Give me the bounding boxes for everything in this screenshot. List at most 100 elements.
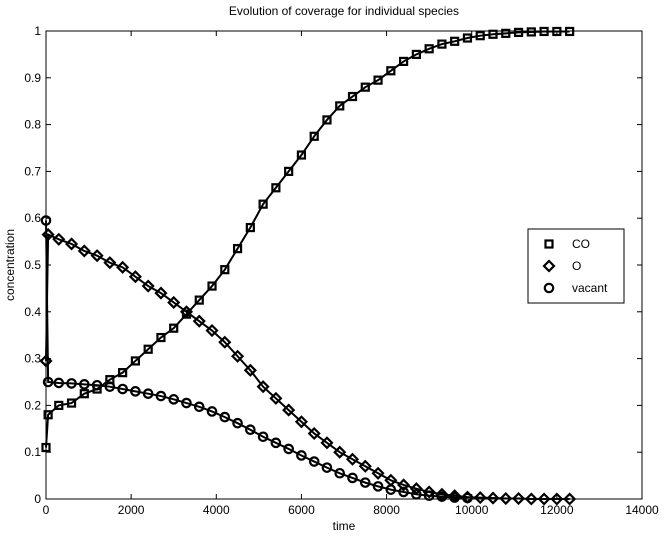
data-point bbox=[220, 265, 230, 275]
x-tick-label: 4000 bbox=[203, 503, 230, 517]
data-point bbox=[168, 394, 180, 405]
data-point bbox=[347, 91, 358, 102]
data-point bbox=[156, 332, 166, 343]
data-point bbox=[423, 490, 435, 502]
data-point bbox=[41, 442, 51, 453]
x-axis-label: time bbox=[333, 519, 356, 533]
data-point bbox=[501, 28, 511, 38]
legend-label: CO bbox=[572, 237, 590, 251]
data-point bbox=[77, 244, 91, 258]
data-point bbox=[309, 131, 319, 141]
data-point bbox=[462, 492, 473, 504]
data-point bbox=[269, 391, 283, 405]
y-tick-label: 0.4 bbox=[24, 305, 41, 319]
legend-label: vacant bbox=[572, 281, 608, 295]
data-point bbox=[334, 467, 346, 479]
data-point bbox=[358, 459, 372, 473]
data-point bbox=[257, 431, 269, 443]
data-point bbox=[552, 26, 562, 37]
data-point bbox=[333, 445, 347, 459]
data-point bbox=[475, 31, 485, 41]
data-point bbox=[118, 368, 128, 378]
data-point bbox=[539, 26, 549, 37]
data-point bbox=[192, 314, 206, 328]
series-o bbox=[39, 228, 577, 506]
data-point bbox=[411, 49, 421, 60]
data-point bbox=[205, 323, 219, 338]
data-point bbox=[524, 492, 538, 506]
y-tick-label: 1 bbox=[34, 24, 41, 38]
data-point bbox=[117, 383, 128, 395]
data-point bbox=[143, 344, 153, 354]
data-point bbox=[473, 491, 487, 505]
data-point bbox=[526, 27, 536, 37]
data-point bbox=[335, 101, 345, 111]
data-point bbox=[256, 380, 270, 394]
data-point bbox=[436, 491, 448, 502]
data-point bbox=[52, 232, 66, 246]
data-point bbox=[424, 44, 434, 54]
x-tick-label: 12000 bbox=[540, 503, 574, 517]
y-tick-label: 0.3 bbox=[24, 352, 41, 366]
data-point bbox=[488, 29, 498, 39]
data-point bbox=[193, 401, 205, 413]
data-point bbox=[282, 403, 296, 417]
legend-marker-square bbox=[544, 239, 554, 249]
data-point bbox=[307, 426, 321, 441]
x-tick-label: 8000 bbox=[373, 503, 400, 517]
data-point bbox=[271, 183, 281, 193]
data-point bbox=[219, 411, 231, 423]
data-point bbox=[373, 75, 383, 85]
data-point bbox=[154, 286, 168, 300]
data-point bbox=[206, 406, 218, 417]
data-point bbox=[232, 417, 243, 429]
data-point bbox=[437, 39, 447, 49]
data-point bbox=[64, 237, 79, 251]
data-point bbox=[283, 443, 294, 455]
x-tick-label: 10000 bbox=[455, 503, 489, 517]
y-axis-label: concentration bbox=[3, 229, 17, 301]
data-point bbox=[296, 150, 307, 160]
data-point bbox=[486, 491, 500, 505]
data-point bbox=[450, 36, 460, 46]
data-point bbox=[296, 450, 307, 461]
y-tick-label: 0.1 bbox=[24, 445, 41, 459]
data-point bbox=[141, 279, 155, 293]
data-point bbox=[167, 295, 181, 309]
x-tick-label: 2000 bbox=[118, 503, 145, 517]
data-point bbox=[565, 26, 575, 37]
data-point bbox=[66, 378, 77, 389]
data-point bbox=[39, 354, 53, 368]
x-tick-label: 14000 bbox=[625, 503, 659, 517]
data-point bbox=[130, 386, 141, 397]
y-tick-label: 0.9 bbox=[24, 71, 41, 85]
data-point bbox=[66, 398, 77, 408]
legend-label: O bbox=[572, 259, 581, 273]
y-axis: 0 0.1 0.2 0.3 0.4 0.5 0.6 0.7 0.8 0.9 1 bbox=[24, 24, 642, 506]
data-point bbox=[345, 452, 360, 466]
data-point bbox=[294, 415, 308, 429]
data-point bbox=[155, 390, 167, 402]
series-line bbox=[45, 30, 570, 448]
data-point bbox=[103, 256, 117, 270]
series-co bbox=[41, 26, 575, 453]
data-point bbox=[322, 115, 332, 125]
data-point bbox=[537, 492, 551, 506]
y-tick-label: 0.6 bbox=[24, 211, 41, 225]
data-point bbox=[386, 66, 396, 76]
data-point bbox=[320, 436, 334, 450]
data-point bbox=[54, 400, 64, 410]
data-point bbox=[116, 260, 130, 274]
data-point bbox=[308, 456, 320, 467]
data-point bbox=[231, 349, 245, 363]
data-point bbox=[347, 472, 358, 484]
chart-title: Evolution of coverage for individual spe… bbox=[229, 4, 459, 18]
data-point bbox=[550, 492, 564, 506]
data-point bbox=[258, 199, 268, 209]
y-tick-label: 0.2 bbox=[24, 398, 41, 412]
data-point bbox=[513, 27, 524, 38]
data-point bbox=[53, 377, 65, 389]
data-point bbox=[91, 379, 103, 391]
data-point bbox=[563, 492, 577, 506]
